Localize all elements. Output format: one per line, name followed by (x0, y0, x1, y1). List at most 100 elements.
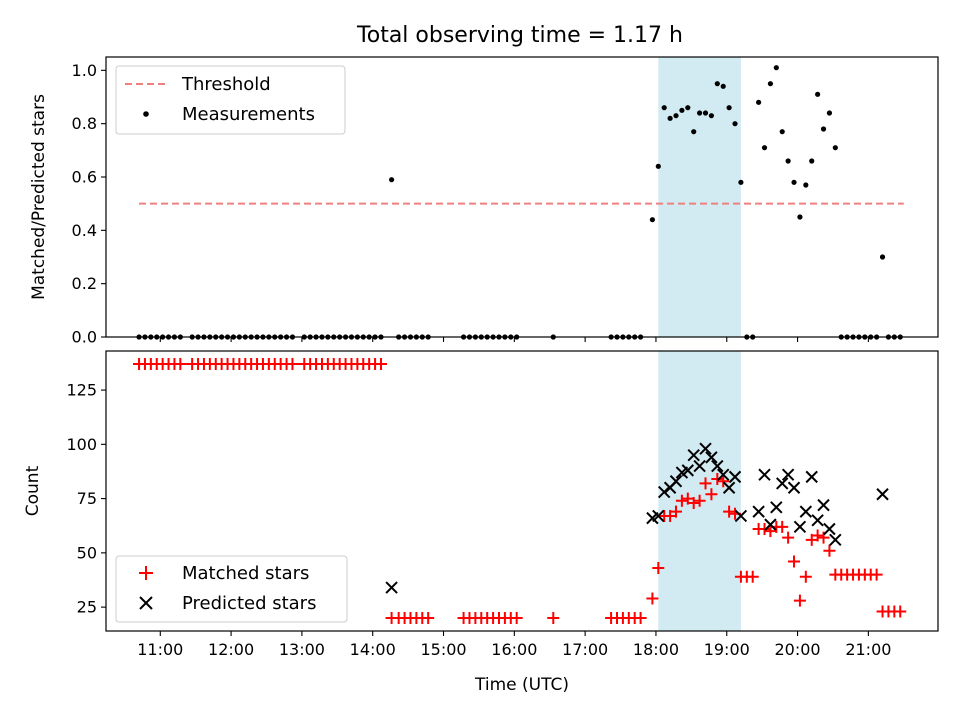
ratio-y-tick-label: 0.0 (72, 328, 97, 347)
count-points (133, 358, 907, 624)
x-tick-label: 20:00 (775, 640, 821, 659)
matched-star-point (776, 520, 789, 533)
count-y-tick-label: 50 (77, 543, 97, 562)
predicted-star-point (705, 451, 718, 464)
x-tick-label: 19:00 (704, 640, 750, 659)
measurement-point (702, 110, 709, 116)
matched-star-point (547, 611, 560, 624)
count-axis-ticks: 25 50 75 100 125 11:00 12:00 13:00 14:00 15:00 16:… (66, 381, 891, 659)
count-y-tick-label: 125 (66, 381, 97, 400)
ratio-y-tick-label: 0.2 (72, 274, 97, 293)
predicted-star-point (829, 533, 842, 547)
matched-star-point (374, 358, 387, 371)
measurement-point (714, 81, 720, 87)
count-legend: Matched stars Predicted stars (115, 555, 348, 623)
ratio-legend: Threshold Measurements (115, 65, 346, 135)
measurement-point (388, 177, 395, 183)
x-tick-label: 12:00 (208, 640, 254, 659)
predicted-star-point (385, 581, 398, 594)
predicted-star-point (811, 514, 824, 527)
measurement-point (815, 91, 821, 97)
x-axis-label: Time (UTC) (474, 675, 569, 695)
chart-title: Total observing time = 1.17 h (356, 23, 683, 48)
count-y-tick-label: 75 (77, 489, 97, 508)
measurement-point (679, 107, 685, 113)
predicted-star-point (669, 475, 683, 488)
matched-star-point (705, 488, 718, 501)
legend-threshold-label: Threshold (181, 74, 271, 95)
predicted-star-point (711, 459, 724, 473)
matched-star-point (823, 544, 836, 557)
predicted-star-point (799, 505, 813, 518)
predicted-star-point (787, 481, 801, 494)
matched-star-point (782, 531, 795, 544)
ratio-y-tick-label: 0.4 (72, 221, 97, 240)
predicted-star-point (681, 464, 695, 477)
predicted-star-point (722, 481, 736, 494)
ratio-y-axis-label: Matched/Predicted stars (29, 94, 49, 300)
legend-predicted-swatch (139, 596, 153, 610)
predicted-star-point (764, 518, 777, 531)
predicted-star-point (805, 470, 818, 484)
measurement-point (667, 115, 673, 121)
measurement-point (809, 158, 815, 164)
legend-predicted-label: Predicted stars (182, 593, 316, 614)
measurement-point (791, 179, 797, 185)
ratio-y-tick-label: 1.0 (72, 61, 97, 80)
measurement-point (767, 81, 774, 87)
measurement-point (756, 99, 762, 105)
measurement-point (826, 110, 833, 116)
measurement-point (797, 214, 803, 220)
matched-star-point (870, 568, 883, 581)
matched-star-point (811, 529, 824, 542)
observing-window-highlight-bottom (658, 351, 741, 631)
predicted-star-point (776, 477, 789, 490)
predicted-star-point (699, 442, 712, 455)
measurement-point (649, 217, 656, 223)
predicted-star-point (817, 498, 830, 512)
matched-star-point (652, 562, 665, 575)
measurement-point (732, 121, 738, 127)
predicted-star-point (770, 501, 783, 514)
ratio-y-tick-label: 0.8 (72, 114, 97, 133)
x-tick-label: 16:00 (491, 640, 537, 659)
predicted-star-point (781, 468, 795, 481)
legend-matched-label: Matched stars (182, 563, 309, 584)
x-tick-label: 21:00 (845, 640, 891, 659)
ratio-axis-ticks: 0.0 0.2 0.4 0.6 0.8 1.0 (72, 61, 869, 347)
measurement-point (820, 126, 827, 132)
x-tick-label: 18:00 (633, 640, 679, 659)
matched-star-point (758, 522, 771, 535)
matched-star-point (174, 358, 187, 371)
measurement-point (708, 113, 715, 119)
predicted-star-point (876, 488, 889, 501)
measurement-point (673, 113, 679, 119)
measurement-point (761, 145, 768, 151)
matched-star-point (646, 592, 659, 605)
measurement-point (661, 105, 667, 111)
matched-star-point (634, 611, 647, 624)
matched-star-point (693, 494, 706, 507)
measurement-point (803, 182, 809, 188)
x-tick-label: 13:00 (279, 640, 325, 659)
legend-measurements-swatch (143, 111, 149, 117)
matched-star-point (723, 505, 736, 518)
measurement-point (726, 105, 732, 111)
count-y-tick-label: 100 (66, 435, 97, 454)
measurement-point (738, 179, 744, 185)
count-panel-frame (105, 350, 939, 632)
x-tick-label: 14:00 (350, 640, 396, 659)
legend-matched-swatch (139, 566, 153, 580)
observing-window-highlight (658, 57, 741, 337)
matched-star-point (711, 473, 724, 486)
count-panel: 25 50 75 100 125 11:00 12:00 13:00 14:00 15:00 16:… (23, 350, 939, 695)
measurement-point (720, 83, 726, 89)
matched-star-point (699, 477, 712, 490)
matched-star-point (817, 531, 830, 544)
predicted-star-point (752, 505, 765, 518)
matched-star-point (788, 555, 801, 568)
predicted-star-point (687, 448, 700, 462)
predicted-star-point (693, 459, 706, 473)
matched-star-point (422, 611, 435, 624)
matched-star-point (687, 496, 700, 509)
